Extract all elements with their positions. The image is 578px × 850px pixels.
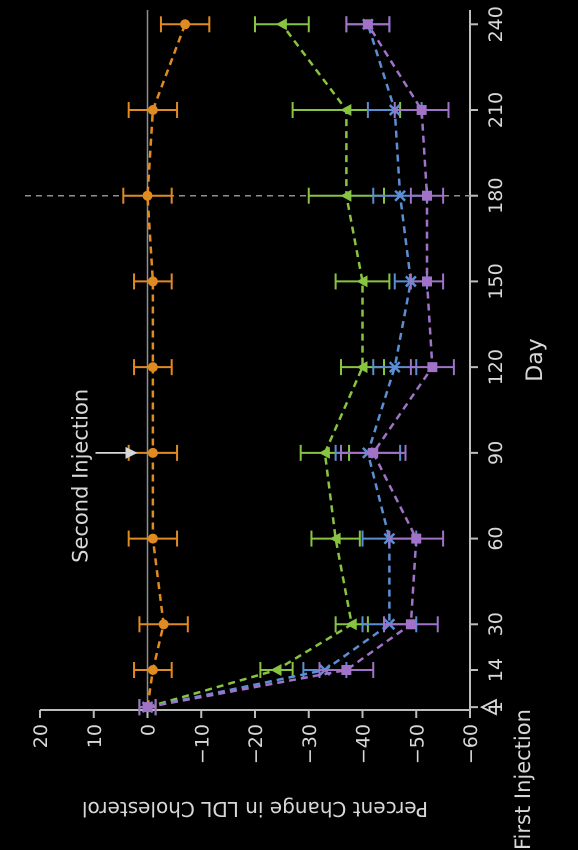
data-point [427, 362, 438, 373]
data-point [318, 446, 330, 459]
data-point [405, 619, 416, 630]
data-point [147, 665, 158, 675]
x-tick-label: 30 [485, 612, 507, 636]
data-point [394, 189, 407, 202]
data-point [362, 19, 373, 30]
data-point [345, 618, 357, 631]
data-point [270, 664, 282, 676]
data-point [147, 276, 158, 287]
series-4 [138, 16, 455, 716]
data-point [158, 619, 169, 630]
data-point [340, 189, 352, 202]
data-point [147, 447, 158, 458]
data-point [341, 665, 352, 675]
y-tick-label: −40 [353, 724, 375, 764]
data-point [340, 104, 352, 116]
data-point [147, 362, 158, 373]
data-point [147, 105, 158, 115]
axes: 20 10 0 −10 −20 −30 −40 −50 −6011430609012015018… [25, 6, 507, 764]
data-point [147, 533, 158, 544]
data-point [180, 19, 191, 30]
x-tick-label: 240 [485, 6, 507, 42]
data-point [388, 361, 401, 374]
y-tick-label: −20 [245, 724, 267, 764]
data-point [356, 275, 368, 288]
series-line [147, 23, 413, 709]
y-tick-label: 10 [84, 724, 106, 748]
x-tick-label: 14 [485, 658, 507, 682]
data-point [142, 702, 153, 713]
y-axis-title: Percent Change in LDL Cholesterol [82, 797, 428, 821]
data-point [422, 276, 432, 287]
data-point [142, 190, 153, 201]
series-line [146, 23, 187, 708]
y-tick-label: −60 [460, 724, 482, 764]
series-2 [138, 16, 402, 716]
data-point [416, 105, 427, 115]
first-injection-marker [479, 698, 497, 716]
y-tick-label: 0 [138, 724, 160, 736]
x-tick-label: 150 [485, 263, 507, 299]
data-point [329, 532, 341, 545]
y-tick-label: −10 [191, 724, 213, 764]
x-tick-label: 210 [485, 92, 507, 128]
annotations: First Injection Second Injection [69, 389, 536, 850]
data-point [275, 18, 287, 31]
x-tick-label: 60 [485, 526, 507, 550]
data-series [122, 16, 455, 716]
x-tick-label: 120 [485, 349, 507, 385]
x-tick-label: 90 [485, 441, 507, 465]
data-point [411, 533, 422, 544]
y-tick-label: 20 [30, 724, 52, 748]
x-tick-label: 180 [485, 178, 507, 214]
first-injection-label: First Injection [511, 709, 535, 850]
series-line [147, 23, 364, 709]
x-axis-title: Day [523, 338, 548, 381]
series-line [147, 23, 434, 709]
series-1 [122, 16, 211, 716]
y-tick-label: −30 [299, 724, 321, 764]
second-injection-arrowhead [125, 446, 138, 459]
y-tick-label: −50 [406, 724, 428, 764]
data-point [356, 361, 368, 374]
data-point [422, 190, 432, 201]
data-point [368, 447, 379, 458]
second-injection-label: Second Injection [69, 389, 93, 563]
